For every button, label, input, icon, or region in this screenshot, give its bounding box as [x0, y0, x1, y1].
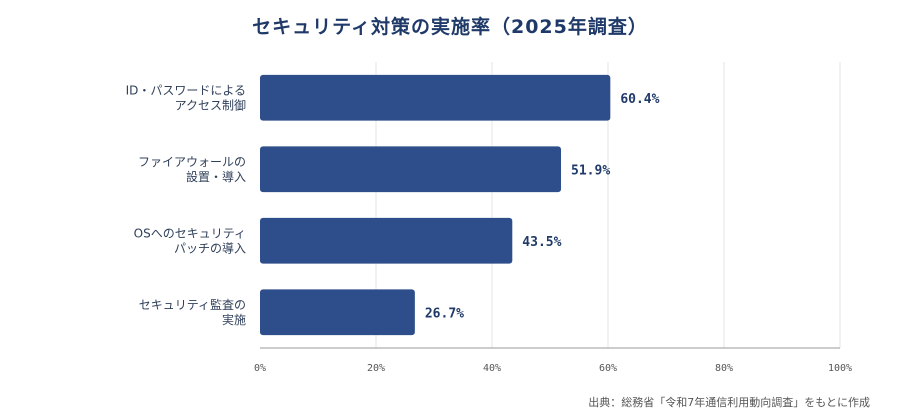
bar-value-label: 43.5%	[522, 235, 561, 250]
bar-value-label: 51.9%	[571, 163, 610, 178]
category-label: ファイアウォールの設置・導入	[138, 155, 246, 184]
x-tick-label: 60%	[599, 363, 617, 374]
bar-value-label: 26.7%	[425, 306, 464, 321]
bar-value-label: 60.4%	[620, 92, 659, 107]
category-label: OSへのセキュリティパッチの導入	[134, 226, 246, 255]
bar	[260, 74, 611, 121]
bars	[260, 74, 611, 336]
value-labels: 60.4% 51.9% 43.5% 26.7%	[425, 92, 660, 322]
x-tick-label: 0%	[254, 363, 266, 374]
chart-title: セキュリティ対策の実施率（2025年調査）	[252, 16, 648, 38]
x-tick-label: 40%	[483, 363, 501, 374]
bar	[260, 217, 513, 264]
bar	[260, 289, 415, 336]
x-tick-label: 80%	[715, 363, 733, 374]
x-tick-label: 20%	[367, 363, 385, 374]
source-note: 出典：総務省「令和7年通信利用動向調査」をもとに作成	[588, 396, 870, 409]
category-label: セキュリティ監査の実施	[139, 297, 246, 327]
bar	[260, 146, 562, 193]
x-tick-labels: 0% 20% 40% 60% 80% 100%	[254, 363, 852, 374]
x-tick-label: 100%	[828, 363, 852, 374]
category-label: ID・パスワードによるアクセス制御	[126, 83, 246, 112]
